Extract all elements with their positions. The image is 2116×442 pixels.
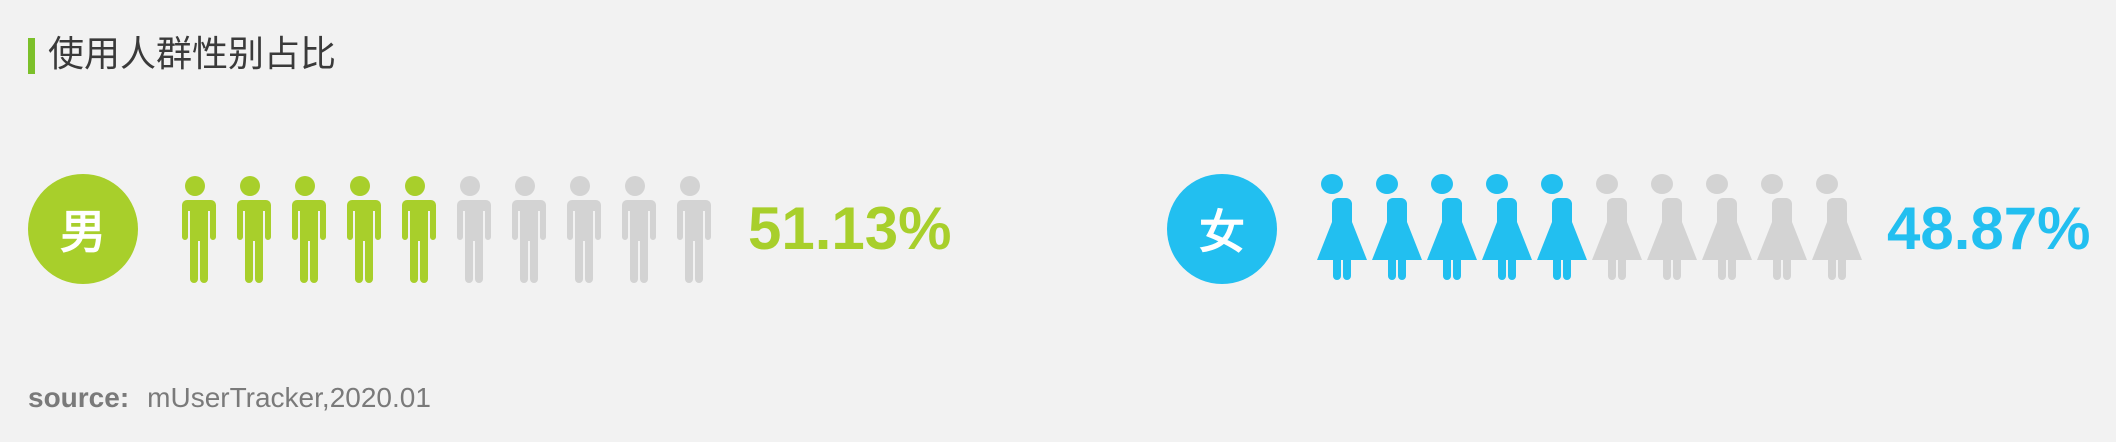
- male-figure-icon: [509, 176, 546, 283]
- male-figure-icon: [289, 176, 326, 283]
- female-figures: [1307, 172, 1862, 284]
- male-figure-row: [179, 176, 711, 283]
- male-figure-icon: [619, 176, 656, 283]
- female-figure-icon: [1592, 174, 1642, 280]
- female-figure-row: [1317, 174, 1862, 280]
- source-label: source:: [28, 382, 130, 413]
- female-badge: 女: [1167, 174, 1277, 284]
- female-percentage: 48.87%: [1887, 195, 2091, 262]
- female-figure-icon: [1317, 174, 1367, 280]
- title-accent-bar: [28, 38, 35, 74]
- female-figure-icon: [1372, 174, 1422, 280]
- male-figure-icon: [344, 176, 381, 283]
- male-figure-icon: [564, 176, 601, 283]
- male-figure-icon: [454, 176, 491, 283]
- source-note: source: mUserTracker,2020.01: [28, 382, 431, 414]
- male-figure-icon: [399, 176, 436, 283]
- male-figure-icon: [234, 176, 271, 283]
- female-figure-icon: [1537, 174, 1587, 280]
- female-figure-icon: [1702, 174, 1752, 280]
- male-figure-icon: [674, 176, 711, 283]
- male-badge: 男: [28, 174, 138, 284]
- male-percentage: 51.13%: [748, 195, 952, 262]
- female-figure-icon: [1427, 174, 1477, 280]
- female-figure-icon: [1812, 174, 1862, 280]
- female-figure-icon: [1482, 174, 1532, 280]
- male-figures: [170, 172, 720, 284]
- male-figure-icon: [179, 176, 216, 283]
- female-figure-icon: [1757, 174, 1807, 280]
- female-figure-icon: [1647, 174, 1697, 280]
- chart-title: 使用人群性别占比: [48, 34, 337, 75]
- source-value: mUserTracker,2020.01: [147, 382, 431, 413]
